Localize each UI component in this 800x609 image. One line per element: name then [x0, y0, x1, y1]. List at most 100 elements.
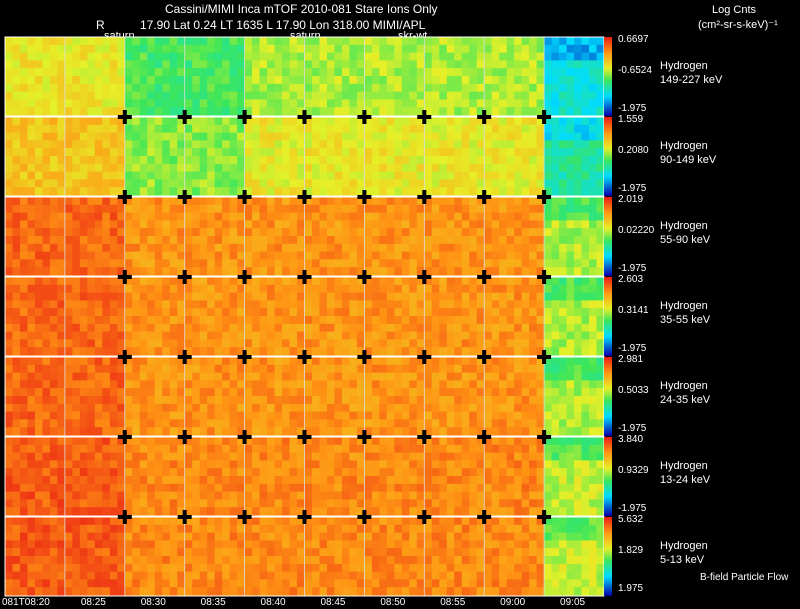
heatmap-cell [124, 117, 186, 196]
x-tick-label: 08:35 [200, 597, 226, 608]
header-r-label: R [96, 18, 105, 32]
crosshair-icon [357, 510, 372, 524]
heatmap-cell [64, 277, 126, 356]
row-species-label: Hydrogen [660, 220, 708, 232]
header-title: Cassini/MIMI Inca mTOF 2010-081 Stare Io… [165, 2, 438, 16]
heatmap-cell [424, 117, 485, 196]
heatmap-cell [64, 437, 126, 516]
crosshair-icon [297, 110, 312, 124]
colorbar-min-label: -1.975 [618, 103, 647, 114]
heatmap-cell [484, 117, 545, 196]
row-species-label: Hydrogen [660, 540, 708, 552]
colorbar [604, 357, 612, 436]
crosshair-icon [297, 190, 312, 204]
heatmap-cell [244, 197, 306, 276]
colorbar [604, 197, 612, 276]
heatmap-cell [244, 437, 306, 516]
heatmap-cell [5, 517, 66, 596]
crosshair-icon [417, 510, 432, 524]
colorbar [604, 277, 612, 356]
heatmap-cell [5, 37, 66, 116]
crosshair-icon [477, 510, 492, 524]
heatmap-cell [5, 357, 66, 436]
colorbar-max-label: 3.840 [618, 434, 644, 445]
heatmap-cell [124, 37, 186, 116]
heatmap-cell [184, 37, 246, 116]
heatmap-cell [304, 357, 365, 436]
colorbar-max-label: 1.559 [618, 114, 644, 125]
crosshair-icon [537, 190, 552, 204]
row-species-label: Hydrogen [660, 380, 708, 392]
colorbar [604, 437, 612, 516]
row-energy-label: 149-227 keV [660, 74, 723, 86]
colorbar-mid-label: 0.9329 [618, 465, 649, 476]
heatmap-cell [5, 277, 66, 356]
heatmap-cell [544, 37, 605, 116]
heatmap-cell [484, 357, 545, 436]
heatmap-cell [184, 117, 246, 196]
crosshair-icon [177, 110, 192, 124]
crosshair-icon [357, 190, 372, 204]
heatmap-cell [184, 357, 246, 436]
crosshair-icon [357, 270, 372, 284]
colorbar-min-label: -1.975 [618, 343, 647, 354]
crosshair-icon [117, 110, 132, 124]
crosshair-icon [237, 270, 252, 284]
heatmap-cell [184, 277, 246, 356]
heatmap-cell [424, 37, 485, 116]
heatmap-row-1 [4, 110, 612, 197]
colorbar-mid-label: 0.02220 [618, 225, 655, 236]
x-tick-label: 09:00 [500, 597, 526, 608]
heatmap-cell [64, 517, 126, 596]
x-tick-label: 08:25 [80, 597, 106, 608]
colorbar-mid-label: 0.3141 [618, 305, 649, 316]
heatmap-row-4 [4, 350, 612, 437]
heatmap-cell [5, 197, 66, 276]
crosshair-icon [117, 350, 132, 364]
colorbar-max-label: 2.019 [618, 194, 644, 205]
row-energy-label: 5-13 keV [660, 554, 705, 566]
heatmap-row-3 [4, 270, 612, 357]
crosshair-icon [357, 110, 372, 124]
crosshair-icon [477, 190, 492, 204]
colorbar-min-label: -1.975 [618, 183, 647, 194]
colorbar [604, 117, 612, 196]
colorbar-mid-label: 0.5033 [618, 385, 649, 396]
heatmap-cell [544, 117, 605, 196]
crosshair-icon [297, 270, 312, 284]
heatmap-cell [484, 37, 545, 116]
heatmap-cell [484, 197, 545, 276]
colorbar-min-label: -1.975 [618, 263, 647, 274]
row-species-label: Hydrogen [660, 300, 708, 312]
heatmap-cell [244, 37, 306, 116]
crosshair-icon [537, 110, 552, 124]
heatmap-cell [64, 37, 126, 116]
row-species-label: Hydrogen [660, 460, 708, 472]
crosshair-icon [177, 510, 192, 524]
crosshair-icon [537, 270, 552, 284]
heatmap-cell [364, 357, 425, 436]
heatmap-cell [364, 37, 425, 116]
crosshair-icon [477, 430, 492, 444]
row-species-label: Hydrogen [660, 60, 708, 72]
header-ephemeris: 17.90 Lat 0.24 LT 1635 L 17.90 Lon 318.0… [140, 18, 426, 32]
units-label: (cm²-sr-s-keV)⁻¹ [698, 19, 778, 31]
colorbar-min-label: -1.975 [618, 503, 647, 514]
heatmap-cell [544, 437, 605, 516]
crosshair-icon [477, 110, 492, 124]
crosshair-icon [177, 430, 192, 444]
heatmap-cell [304, 437, 365, 516]
heatmap-cell [184, 197, 246, 276]
heatmap-cell [424, 277, 485, 356]
x-tick-label: 08:45 [320, 597, 346, 608]
heatmap-cell [364, 517, 425, 596]
crosshair-icon [297, 510, 312, 524]
heatmap-cell [5, 117, 66, 196]
crosshair-icon [537, 430, 552, 444]
row-energy-label: 55-90 keV [660, 234, 711, 246]
crosshair-icon [477, 270, 492, 284]
crosshair-icon [117, 430, 132, 444]
x-tick-label: 08:30 [140, 597, 166, 608]
colorbar-max-label: 2.981 [618, 354, 644, 365]
heatmap-cell [304, 117, 365, 196]
